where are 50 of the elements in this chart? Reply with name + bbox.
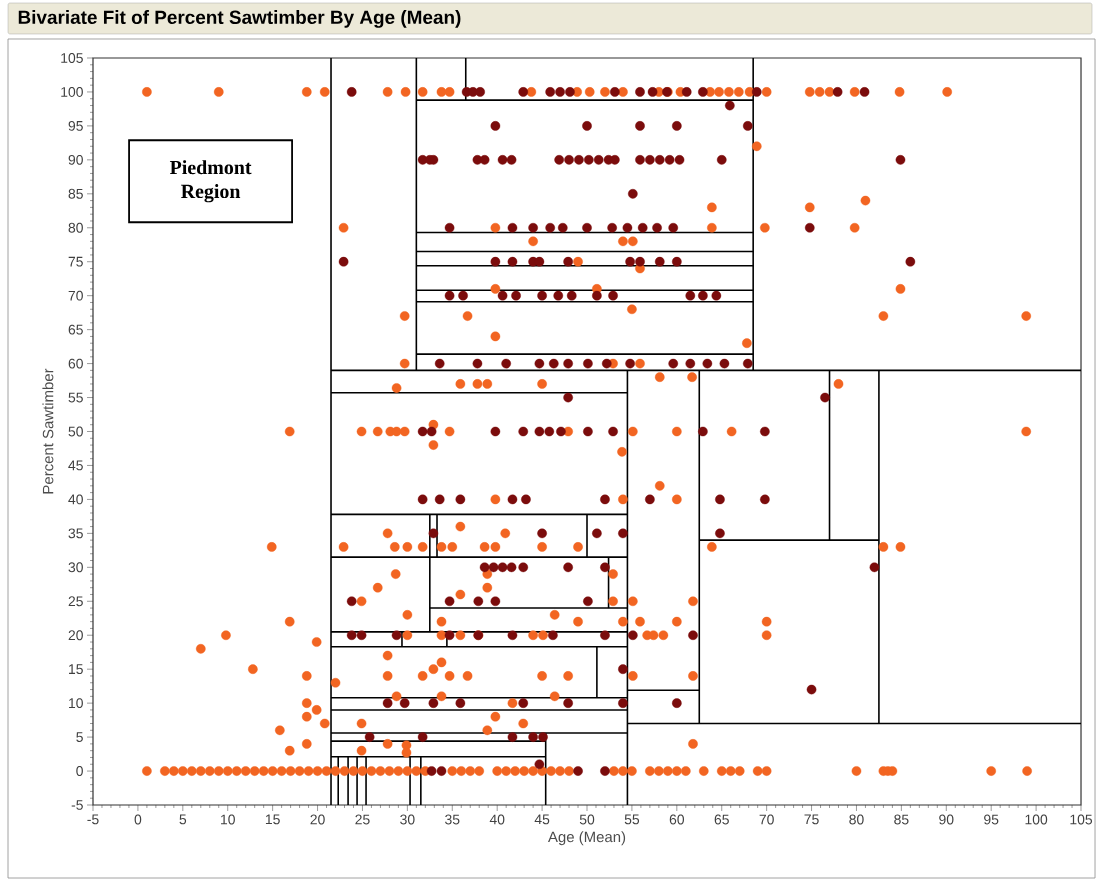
x-tick-label: 80 bbox=[849, 814, 864, 825]
x-tick-label: 85 bbox=[894, 814, 909, 825]
x-tick-label: 30 bbox=[400, 814, 415, 825]
y-tick-label: 55 bbox=[68, 392, 83, 403]
annotation: Piedmont Region bbox=[169, 160, 252, 203]
x-tick-label: 15 bbox=[265, 814, 280, 825]
y-tick-label: 50 bbox=[68, 426, 83, 437]
x-tick-label: 100 bbox=[1025, 814, 1048, 825]
x-tick-label: 70 bbox=[759, 814, 774, 825]
x-tick-label: 20 bbox=[310, 814, 325, 825]
x-tick-label: 65 bbox=[714, 814, 729, 825]
y-tick-label: 10 bbox=[69, 698, 83, 709]
x-tick-label: 45 bbox=[534, 814, 550, 825]
y-tick-label: 105 bbox=[61, 53, 83, 63]
x-tick-label: 50 bbox=[579, 814, 595, 825]
y-tick-label: 60 bbox=[68, 358, 83, 369]
y-tick-label: 5 bbox=[76, 732, 83, 742]
chart-title: Bivariate Fit of Percent Sawtimber By Age (Mean) bbox=[18, 10, 461, 28]
x-tick-label: 55 bbox=[624, 814, 640, 825]
x-axis-title: Age (Mean) bbox=[548, 831, 626, 846]
x-tick-label: 35 bbox=[445, 814, 460, 825]
y-tick-label: 90 bbox=[68, 154, 83, 165]
y-tick-label: 40 bbox=[68, 494, 83, 505]
y-tick-label: 25 bbox=[68, 596, 83, 607]
x-tick-label: 0 bbox=[134, 814, 142, 825]
x-tick-label: 10 bbox=[221, 814, 235, 825]
y-tick-label: 85 bbox=[68, 188, 83, 199]
x-tick-label: 40 bbox=[489, 814, 505, 825]
y-tick-label: 80 bbox=[68, 222, 83, 233]
y-tick-label: 70 bbox=[68, 290, 83, 301]
x-tick-label: 90 bbox=[939, 814, 954, 825]
x-tick-label: 60 bbox=[669, 814, 685, 825]
y-tick-label: 35 bbox=[68, 528, 83, 539]
y-tick-label: 95 bbox=[68, 120, 83, 131]
x-tick-label: 25 bbox=[355, 814, 370, 825]
y-tick-label: 75 bbox=[68, 256, 83, 267]
y-axis-title: Percent Sawtimber bbox=[42, 368, 54, 494]
y-tick-label: 30 bbox=[68, 562, 83, 573]
y-tick-label: 0 bbox=[76, 766, 83, 776]
x-tick-label: 75 bbox=[804, 814, 819, 825]
y-tick-label: 45 bbox=[68, 460, 83, 471]
y-tick-label: 65 bbox=[68, 324, 83, 335]
x-tick-label: 105 bbox=[1070, 814, 1093, 825]
x-tick-label: 5 bbox=[179, 814, 187, 825]
x-tick-label: -5 bbox=[87, 814, 99, 825]
y-tick-label: -5 bbox=[71, 800, 83, 810]
y-tick-label: 100 bbox=[61, 87, 83, 97]
y-tick-label: 15 bbox=[69, 664, 83, 675]
x-tick-label: 95 bbox=[984, 814, 999, 825]
y-tick-label: 20 bbox=[68, 630, 83, 641]
